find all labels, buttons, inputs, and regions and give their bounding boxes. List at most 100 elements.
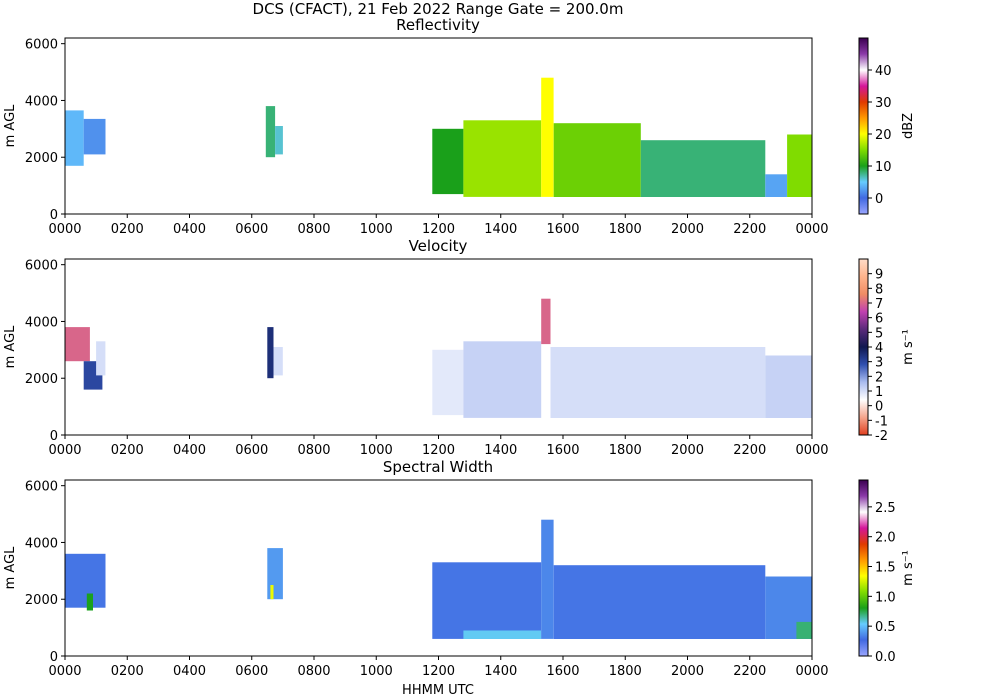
colorbar-tick-label: 8 <box>875 282 883 297</box>
data-region <box>541 77 554 197</box>
data-region <box>550 347 766 418</box>
x-tick-label: 1000 <box>360 664 393 679</box>
colorbar-tick-label: 0 <box>875 192 883 207</box>
y-tick-label: 0 <box>50 650 58 665</box>
colorbar-tick-label: 40 <box>875 64 892 79</box>
x-tick-label: 2000 <box>671 443 704 458</box>
data-regions <box>65 298 812 418</box>
colorbar-tick-label: 2.5 <box>875 501 896 516</box>
y-tick-label: 4000 <box>25 536 58 551</box>
data-region <box>83 118 106 155</box>
x-tick-label: 0000 <box>48 443 81 458</box>
colorbar-tick-label: 6 <box>875 312 883 327</box>
data-region <box>65 553 106 608</box>
panel-title: Spectral Width <box>383 458 493 476</box>
colorbar-tick-label: 0 <box>875 400 883 415</box>
x-tick-label: 2200 <box>733 443 766 458</box>
data-region <box>787 134 812 197</box>
data-region <box>463 630 542 639</box>
figure-title: DCS (CFACT), 21 Feb 2022 Range Gate = 20… <box>253 0 624 18</box>
data-region <box>432 128 464 195</box>
x-tick-label: 0600 <box>235 664 268 679</box>
data-region <box>275 126 283 155</box>
x-tick-label: 1200 <box>422 443 455 458</box>
data-region <box>96 341 106 376</box>
x-tick-label: 1800 <box>609 443 642 458</box>
x-tick-label: 0000 <box>48 222 81 237</box>
x-tick-label: 0000 <box>795 664 828 679</box>
data-region <box>765 355 812 418</box>
x-tick-label: 1600 <box>546 664 579 679</box>
panel-reflectivity: Reflectivity m AGL dBZ 0000 0200 0400 0600 0… <box>3 16 916 237</box>
x-tick-label: 2200 <box>733 222 766 237</box>
data-region <box>765 174 788 197</box>
x-tick-label: 0600 <box>235 222 268 237</box>
y-axis-label: m AGL <box>3 104 18 148</box>
y-tick-label: 0 <box>50 208 58 223</box>
x-tick-label: 1000 <box>360 222 393 237</box>
data-region <box>463 120 542 197</box>
data-region <box>541 298 551 345</box>
colorbar-tick-label: 5 <box>875 326 883 341</box>
data-region <box>541 519 554 639</box>
colorbar-tick-label: 3 <box>875 356 883 371</box>
x-tick-label: 0000 <box>48 664 81 679</box>
data-region <box>463 341 542 418</box>
x-tick-label: 0400 <box>173 443 206 458</box>
y-tick-label: 2000 <box>25 372 58 387</box>
colorbar-tick-label: 2 <box>875 370 883 385</box>
x-tick-label: 2200 <box>733 664 766 679</box>
colorbar-tick-label: 9 <box>875 268 883 283</box>
panel-title: Reflectivity <box>396 16 480 34</box>
data-region <box>267 548 283 600</box>
data-region <box>553 565 766 639</box>
colorbar-tick-label: 0.5 <box>875 620 896 635</box>
x-tick-label: 2000 <box>671 664 704 679</box>
x-tick-label: 0200 <box>111 222 144 237</box>
x-tick-label: 1800 <box>609 664 642 679</box>
colorbar-tick-label: 10 <box>875 160 892 175</box>
x-tick-label: 0200 <box>111 664 144 679</box>
x-tick-label: 0400 <box>173 664 206 679</box>
data-regions <box>65 77 812 197</box>
data-regions <box>65 519 812 639</box>
data-region <box>432 349 464 416</box>
colorbar-tick-label: 1.5 <box>875 561 896 576</box>
colorbar-tick-label: 1 <box>875 385 883 400</box>
data-region <box>265 106 276 158</box>
x-tick-label: 0800 <box>297 222 330 237</box>
colorbar-tick-label: 7 <box>875 297 883 312</box>
x-tick-label: 1200 <box>422 664 455 679</box>
y-tick-label: 2000 <box>25 593 58 608</box>
data-region <box>65 110 84 166</box>
colorbar-label: m s⁻¹ <box>901 550 916 586</box>
data-region <box>273 347 283 376</box>
data-region <box>65 327 90 362</box>
data-region <box>796 621 812 639</box>
x-tick-label: 0600 <box>235 443 268 458</box>
x-tick-label: 1400 <box>484 222 517 237</box>
x-tick-label: 0200 <box>111 443 144 458</box>
x-tick-label: 0000 <box>795 222 828 237</box>
x-tick-label: 1400 <box>484 443 517 458</box>
data-region <box>553 123 641 197</box>
colorbar-tick-label: 0.0 <box>875 650 896 665</box>
colorbar-tick-label: -2 <box>875 429 888 444</box>
y-axis-label: m AGL <box>3 325 18 369</box>
y-tick-label: 0 <box>50 429 58 444</box>
y-tick-label: 4000 <box>25 315 58 330</box>
colorbar <box>858 479 869 657</box>
x-tick-label: 1600 <box>546 222 579 237</box>
colorbar-tick-label: 2.0 <box>875 531 896 546</box>
colorbar <box>858 258 869 436</box>
panel-velocity: Velocity m AGL m s⁻¹ 0000 0200 0400 0600 080… <box>3 237 916 458</box>
x-tick-label: 0800 <box>297 664 330 679</box>
x-tick-label: 2000 <box>671 222 704 237</box>
data-region <box>432 562 542 639</box>
y-tick-label: 6000 <box>25 38 58 53</box>
y-tick-label: 6000 <box>25 259 58 274</box>
x-tick-label: 0800 <box>297 443 330 458</box>
colorbar-tick-label: 4 <box>875 341 883 356</box>
x-tick-label: 0000 <box>795 443 828 458</box>
